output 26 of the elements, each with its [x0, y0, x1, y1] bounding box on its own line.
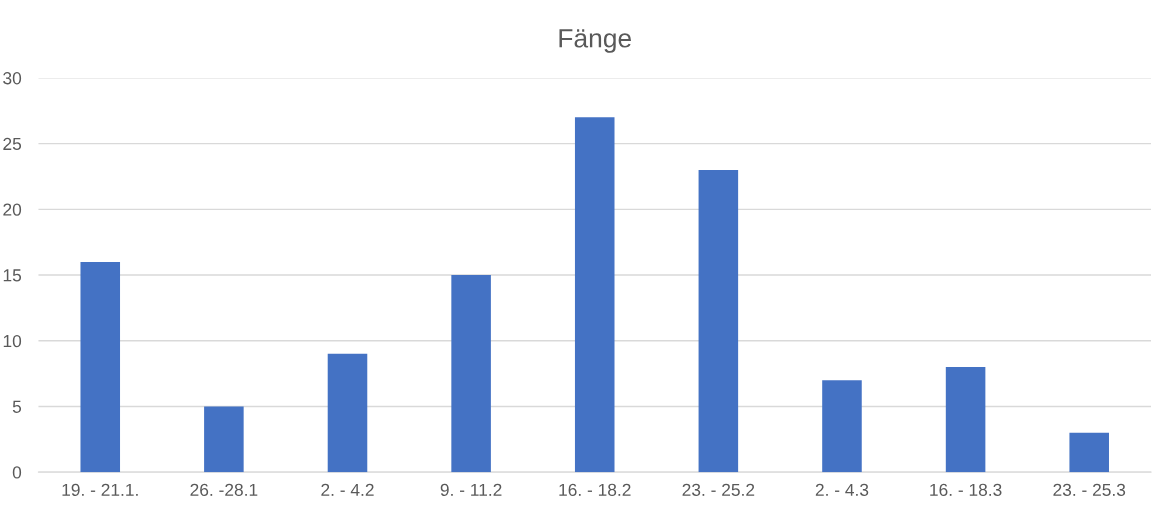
x-tick-label: 16. - 18.2 [559, 483, 631, 496]
y-tick-label: 30 [3, 72, 22, 85]
x-tick-label: 9. - 11.2 [440, 483, 502, 496]
x-tick-label: 26. -28.1 [190, 483, 258, 496]
chart-title: Fänge [559, 29, 631, 53]
x-tick-label: 16. - 18.3 [930, 483, 1002, 496]
x-tick-label: 23. - 25.3 [1053, 483, 1126, 496]
x-tick-label: 2. - 4.2 [321, 483, 374, 496]
y-tick-label: 20 [3, 203, 22, 216]
x-tick-label: 2. - 4.3 [815, 483, 869, 496]
bar [80, 261, 121, 473]
bar [574, 117, 615, 473]
y-tick-label: 25 [3, 137, 22, 151]
y-tick-label: 0 [12, 466, 22, 479]
x-tick-label: 23. - 25.2 [682, 483, 755, 496]
bar [698, 169, 739, 473]
y-tick-label: 15 [3, 269, 22, 282]
y-tick-label: 10 [3, 334, 22, 348]
bar [204, 406, 244, 473]
x-tick-label: 19. - 21.1. [62, 483, 138, 496]
bar [822, 380, 862, 473]
bar [1069, 432, 1109, 473]
bar [945, 367, 986, 473]
bar [327, 353, 368, 473]
bar [451, 275, 491, 473]
y-tick-label: 5 [12, 400, 22, 413]
